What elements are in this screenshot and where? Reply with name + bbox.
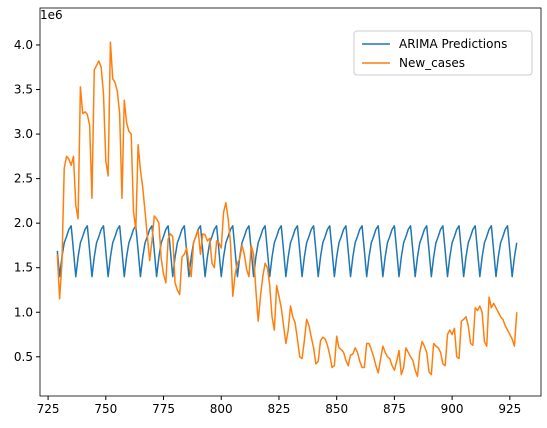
plot-frame [39,7,542,397]
y-tick-label: 2.5 [14,172,33,186]
x-tick-label: 775 [152,402,175,416]
x-tick-label: 800 [210,402,233,416]
x-tick-label: 900 [441,402,464,416]
legend-box [353,30,533,76]
x-tick-label: 925 [498,402,521,416]
y-tick-label: 3.5 [14,83,33,97]
x-tick-label: 825 [268,402,291,416]
y-tick-label: 0.5 [14,350,33,364]
x-tick-label: 875 [383,402,406,416]
legend-label: New_cases [399,56,465,70]
y-tick-label: 3.0 [14,127,33,141]
line-series [56,225,518,278]
offset-text: 1e6 [40,8,63,22]
y-tick-label: 2.0 [14,216,33,230]
y-tick-label: 1.5 [14,261,33,275]
line-series [56,41,518,378]
legend-label: ARIMA Predictions [399,37,507,51]
x-tick-label: 850 [325,402,348,416]
y-tick-label: 1.0 [14,305,33,319]
y-tick-label: 4.0 [14,38,33,52]
x-tick-label: 725 [37,402,60,416]
x-tick-label: 750 [94,402,117,416]
